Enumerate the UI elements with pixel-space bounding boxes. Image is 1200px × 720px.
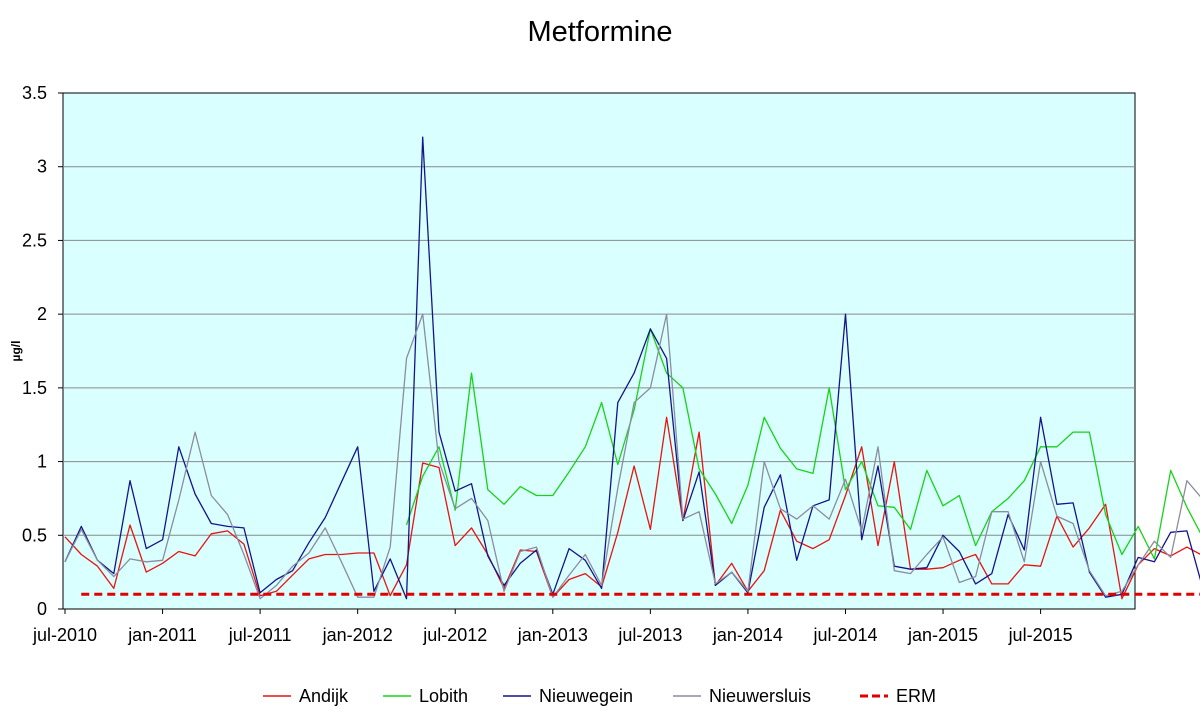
x-tick-label: jan-2015 (907, 625, 978, 645)
y-tick-label: 1.5 (22, 378, 47, 398)
x-tick-label: jan-2011 (127, 625, 197, 645)
legend-nieuwegein-label: Nieuwegein (539, 686, 633, 706)
series-lobith-line (405, 328, 1200, 560)
x-tick-label: jul-2012 (422, 625, 487, 645)
legend-erm-label: ERM (896, 686, 936, 706)
x-tick-label: jan-2012 (322, 625, 393, 645)
series-andijk-line (64, 416, 1200, 600)
y-tick-label: 3.5 (22, 83, 47, 103)
y-tick-label: 0 (37, 599, 47, 619)
legend-nieuwersluis-label: Nieuwersluis (709, 686, 811, 706)
y-tick-label: 0.5 (22, 525, 47, 545)
y-tick-label: 2 (37, 304, 47, 324)
x-tick-label: jul-2011 (228, 625, 292, 645)
y-tick-label: 1 (37, 452, 47, 472)
legend-andijk-label: Andijk (299, 686, 349, 706)
x-tick-label: jul-2015 (1008, 625, 1073, 645)
x-tick-label: jul-2014 (812, 625, 877, 645)
legend: Andijk Lobith Nieuwegein Nieuwersluis ERM (263, 686, 936, 706)
y-tick-label: 3 (37, 157, 47, 177)
x-tick-label: jul-2010 (32, 625, 97, 645)
x-tick-label: jan-2014 (712, 625, 783, 645)
series-nieuwersluis-line (64, 313, 1200, 600)
gridlines (63, 166, 1135, 536)
y-axis: 0 0.5 1 1.5 2 2.5 3 3.5 (22, 83, 63, 619)
x-tick-label: jul-2013 (617, 625, 682, 645)
y-axis-label: µg/l (9, 341, 23, 362)
legend-lobith-label: Lobith (419, 686, 468, 706)
x-tick-label: jan-2013 (517, 625, 588, 645)
series-lines (64, 136, 1200, 600)
series-nieuwegein-line (64, 136, 1200, 600)
x-axis: jul-2010 jan-2011 jul-2011 jan-2012 jul-2012… (32, 609, 1073, 645)
plot-area (62, 92, 1136, 610)
y-tick-label: 2.5 (22, 230, 47, 250)
chart-title: Metformine (527, 16, 672, 48)
